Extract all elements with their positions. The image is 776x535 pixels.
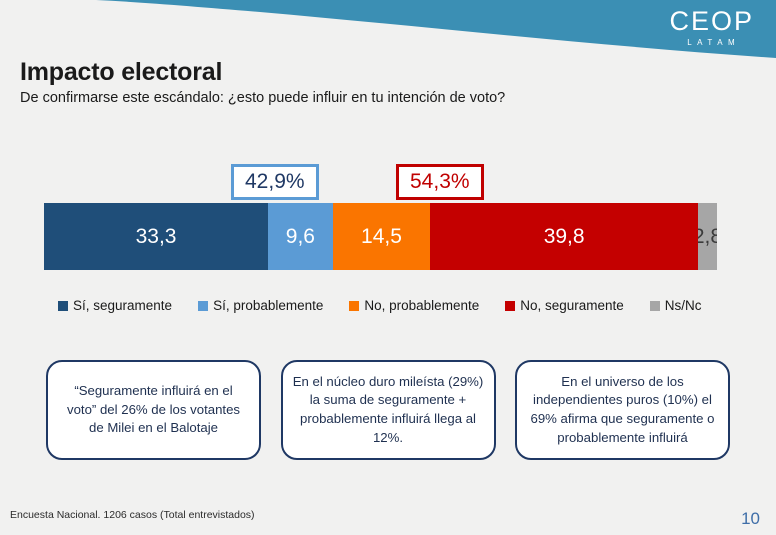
badge-yes-total: 42,9% <box>231 164 319 201</box>
ceop-latam-logo: CEOP LATAM <box>669 8 754 47</box>
legend-item-3[interactable]: No, probablemente <box>349 298 479 313</box>
legend-label: No, probablemente <box>364 298 480 313</box>
footnote: Encuesta Nacional. 1206 casos (Total ent… <box>10 509 255 521</box>
page-title: Impacto electoral <box>20 58 223 86</box>
logo-tagline: LATAM <box>687 38 741 47</box>
insight-card-2: En el núcleo duro mileísta (29%) la suma… <box>280 360 496 460</box>
bar-segment-5: 2,8 <box>698 203 717 270</box>
bar-segment-value: 9,6 <box>285 224 315 248</box>
bar-segment-value: 39,8 <box>543 224 585 248</box>
bar-segment-4: 39,8 <box>430 203 699 270</box>
bar-segment-value: 33,3 <box>135 224 177 248</box>
legend-swatch-icon <box>58 300 68 311</box>
header-banner <box>0 0 776 62</box>
stacked-bar-chart: 33,3 9,6 14,5 39,8 2,8 <box>44 203 723 270</box>
legend-label: Sí, probablemente <box>213 298 324 313</box>
badge-no-total: 54,3% <box>396 164 484 201</box>
insight-card-text: En el universo de los independientes pur… <box>530 373 715 445</box>
legend-item-5[interactable]: Ns/Nc <box>649 298 702 313</box>
page-subtitle: De confirmarse este escándalo: ¿esto pue… <box>20 90 506 106</box>
page-number: 10 <box>741 509 760 528</box>
legend-swatch-icon <box>349 300 360 311</box>
insight-card-text: En el núcleo duro mileísta (29%) la suma… <box>292 373 484 445</box>
chart-legend: Sí, seguramente Sí, probablemente No, prob… <box>58 298 718 313</box>
bar-segment-3: 14,5 <box>332 203 431 270</box>
insight-card-text: “Seguramente influirá en el voto” del 26… <box>66 382 240 436</box>
legend-item-1[interactable]: Sí, seguramente <box>58 298 172 313</box>
legend-label: No, seguramente <box>520 298 624 313</box>
legend-swatch-icon <box>649 300 660 311</box>
legend-label: Ns/Nc <box>664 298 702 313</box>
insight-cards: “Seguramente influirá en el voto” del 26… <box>46 360 730 460</box>
legend-label: Sí, seguramente <box>73 298 173 313</box>
legend-item-4[interactable]: No, seguramente <box>505 298 624 313</box>
legend-item-2[interactable]: Sí, probablemente <box>198 298 323 313</box>
legend-swatch-icon <box>505 300 516 311</box>
insight-card-3: En el universo de los independientes pur… <box>515 360 730 460</box>
insight-card-1: “Seguramente influirá en el voto” del 26… <box>46 360 261 460</box>
bar-segment-2: 9,6 <box>268 203 333 270</box>
legend-swatch-icon <box>198 300 209 311</box>
bar-segment-value: 14,5 <box>361 224 402 248</box>
logo-wordmark: CEOP <box>669 6 754 36</box>
bar-segment-value: 2,8 <box>698 224 717 248</box>
bar-segment-1: 33,3 <box>44 203 269 270</box>
